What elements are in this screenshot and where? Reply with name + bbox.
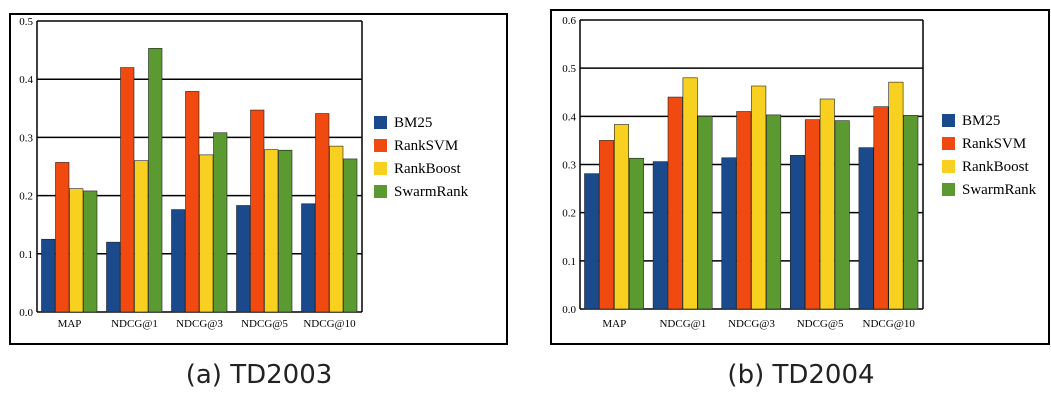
bar-bm25-ndcg-at-5 bbox=[236, 205, 251, 313]
y-tick-label: 0.3 bbox=[19, 132, 33, 144]
bar-rankboost-ndcg-at-5 bbox=[264, 149, 279, 313]
chart-caption-td2004: (b) TD2004 bbox=[727, 360, 875, 390]
legend-label: RankSVM bbox=[962, 136, 1026, 152]
bar-swarmrank-ndcg-at-5 bbox=[834, 120, 850, 310]
legend-label: BM25 bbox=[394, 115, 432, 131]
y-tick-label: 0.3 bbox=[562, 160, 576, 172]
y-tick-label: 0.5 bbox=[19, 16, 33, 28]
bar-bm25-ndcg-at-3 bbox=[721, 157, 737, 310]
bar-swarmrank-ndcg-at-10 bbox=[343, 158, 358, 313]
bar-ranksvm-map bbox=[55, 162, 70, 313]
bar-ranksvm-map bbox=[599, 140, 615, 310]
y-tick-label: 0.0 bbox=[562, 304, 576, 316]
x-tick-label: NDCG@5 bbox=[241, 318, 288, 330]
bar-ranksvm-ndcg-at-10 bbox=[315, 113, 330, 313]
x-tick-label: MAP bbox=[602, 318, 626, 330]
legend-label: SwarmRank bbox=[962, 182, 1037, 198]
bar-ranksvm-ndcg-at-5 bbox=[804, 119, 820, 310]
bar-ranksvm-ndcg-at-1 bbox=[667, 96, 683, 310]
bar-rankboost-ndcg-at-1 bbox=[682, 77, 698, 310]
bar-ranksvm-ndcg-at-3 bbox=[185, 91, 200, 313]
bar-rankboost-ndcg-at-3 bbox=[199, 154, 214, 313]
bar-swarmrank-ndcg-at-3 bbox=[213, 132, 228, 313]
y-tick-label: 0.0 bbox=[19, 307, 33, 319]
bar-bm25-map bbox=[41, 238, 56, 313]
y-tick-label: 0.5 bbox=[562, 63, 576, 75]
bar-bm25-ndcg-at-5 bbox=[789, 155, 805, 310]
bar-swarmrank-ndcg-at-10 bbox=[903, 115, 919, 310]
bar-swarmrank-ndcg-at-3 bbox=[766, 114, 782, 310]
chart-caption-td2003: (a) TD2003 bbox=[185, 360, 333, 390]
bar-rankboost-ndcg-at-5 bbox=[819, 98, 835, 310]
legend-label: RankBoost bbox=[962, 159, 1030, 175]
bar-ranksvm-ndcg-at-1 bbox=[120, 67, 135, 313]
legend-label: RankSVM bbox=[394, 138, 458, 154]
y-tick-label: 0.4 bbox=[562, 111, 576, 123]
y-tick-label: 0.6 bbox=[562, 15, 576, 27]
bar-swarmrank-ndcg-at-1 bbox=[148, 48, 163, 313]
bar-ranksvm-ndcg-at-10 bbox=[873, 106, 889, 310]
y-tick-label: 0.4 bbox=[19, 74, 33, 86]
bar-rankboost-map bbox=[69, 188, 84, 313]
x-tick-label: NDCG@3 bbox=[176, 318, 223, 330]
bar-bm25-ndcg-at-10 bbox=[858, 147, 874, 310]
bar-rankboost-ndcg-at-10 bbox=[888, 81, 904, 310]
bar-rankboost-ndcg-at-3 bbox=[751, 85, 767, 310]
x-tick-label: MAP bbox=[58, 318, 82, 330]
legend-swatch bbox=[942, 137, 955, 150]
bar-rankboost-ndcg-at-1 bbox=[134, 160, 149, 313]
y-tick-label: 0.1 bbox=[562, 256, 576, 268]
legend-swatch bbox=[942, 160, 955, 173]
bar-bm25-ndcg-at-1 bbox=[106, 241, 121, 313]
legend-label: SwarmRank bbox=[394, 184, 469, 200]
legend-swatch bbox=[374, 162, 387, 175]
bar-rankboost-map bbox=[613, 124, 629, 310]
bar-ranksvm-ndcg-at-5 bbox=[250, 109, 265, 313]
legend-swatch bbox=[942, 114, 955, 127]
x-tick-label: NDCG@5 bbox=[797, 318, 844, 330]
bar-rankboost-ndcg-at-10 bbox=[329, 145, 344, 313]
bar-bm25-ndcg-at-10 bbox=[301, 203, 316, 313]
y-tick-label: 0.2 bbox=[562, 208, 576, 220]
bar-bm25-ndcg-at-3 bbox=[171, 209, 186, 313]
x-tick-label: NDCG@1 bbox=[659, 318, 706, 330]
bar-ranksvm-ndcg-at-3 bbox=[736, 111, 752, 310]
bar-swarmrank-ndcg-at-1 bbox=[697, 116, 713, 310]
x-tick-label: NDCG@10 bbox=[303, 318, 356, 330]
legend-swatch bbox=[374, 185, 387, 198]
bar-swarmrank-ndcg-at-5 bbox=[278, 149, 293, 313]
y-tick-label: 0.1 bbox=[19, 249, 33, 261]
bar-swarmrank-map bbox=[83, 190, 98, 313]
bar-bm25-map bbox=[584, 173, 600, 310]
y-tick-label: 0.2 bbox=[19, 191, 33, 203]
bar-swarmrank-map bbox=[628, 157, 644, 310]
legend-label: BM25 bbox=[962, 113, 1000, 129]
x-tick-label: NDCG@3 bbox=[728, 318, 775, 330]
legend-swatch bbox=[942, 183, 955, 196]
bar-bm25-ndcg-at-1 bbox=[652, 161, 668, 310]
legend-swatch bbox=[374, 116, 387, 129]
legend-swatch bbox=[374, 139, 387, 152]
x-tick-label: NDCG@1 bbox=[111, 318, 158, 330]
x-tick-label: NDCG@10 bbox=[863, 318, 916, 330]
legend-label: RankBoost bbox=[394, 161, 462, 177]
